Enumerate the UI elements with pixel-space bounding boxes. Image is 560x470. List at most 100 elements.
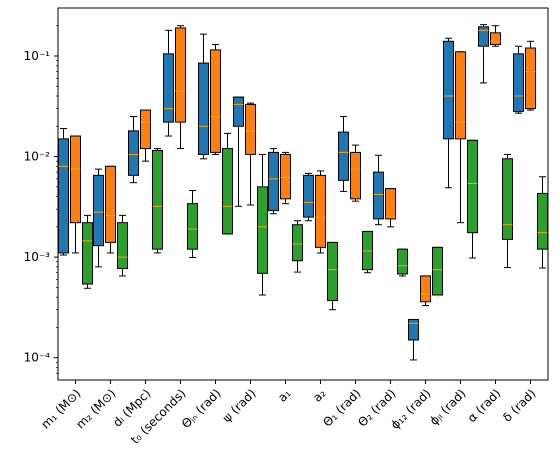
box-body (303, 174, 314, 218)
box-body (443, 40, 454, 140)
box-body (537, 192, 548, 250)
box-0-1 (93, 168, 104, 268)
x-tick-label: Θⱼₙ (rad) (179, 386, 224, 431)
y-tick-label: 10⁻³ (24, 250, 51, 264)
box-2-4 (222, 132, 233, 235)
box-body (117, 222, 128, 270)
box-2-2 (152, 148, 163, 254)
box-1-2 (140, 109, 151, 162)
box-body (280, 153, 291, 200)
box-1-9 (385, 188, 396, 228)
box-body (525, 47, 536, 110)
box-body (268, 151, 279, 212)
box-1-5 (245, 102, 256, 206)
box-0-11 (443, 37, 454, 189)
box-1-4 (210, 44, 221, 155)
box-body (58, 138, 69, 254)
x-tick-label: Θ₁ (rad) (320, 386, 363, 429)
box-body (187, 203, 198, 250)
x-tick-label: α (rad) (465, 386, 504, 425)
box-0-13 (513, 45, 524, 114)
box-2-7 (327, 241, 338, 311)
box-body (175, 27, 186, 123)
box-body (338, 131, 349, 181)
x-axis: m₁ (M⊙)m₂ (M⊙)dₗ (Mpc)t₀ (seconds)Θⱼₙ (r… (38, 380, 539, 447)
box-2-5 (257, 153, 268, 296)
y-tick-label: 10⁻⁴ (24, 351, 51, 365)
box-1-6 (280, 151, 291, 205)
x-tick-label: δ (rad) (500, 386, 538, 424)
box-body (420, 275, 431, 303)
plot-frame (57, 7, 549, 381)
box-body (385, 188, 396, 220)
box-1-8 (350, 144, 361, 202)
box-body (350, 151, 361, 200)
box-body (233, 96, 244, 127)
box-body (432, 246, 443, 296)
box-1-0 (70, 135, 81, 254)
box-2-8 (362, 230, 373, 274)
box-body (128, 130, 139, 176)
x-tick-label: ψ (rad) (220, 386, 259, 425)
box-body (478, 26, 489, 47)
box-0-9 (373, 154, 384, 226)
box-2-0 (82, 214, 93, 289)
box-1-1 (105, 165, 116, 254)
x-tick-label: a₂ (310, 386, 329, 405)
box-body (397, 248, 408, 275)
box-0-8 (338, 116, 349, 192)
y-tick-label: 10⁻¹ (24, 49, 51, 63)
box-body (467, 139, 478, 234)
box-body (292, 224, 303, 262)
box-body (257, 186, 268, 274)
box-body (408, 318, 419, 341)
box-body (163, 53, 174, 123)
box-body (455, 51, 466, 140)
box-2-9 (397, 248, 408, 277)
box-body (373, 171, 384, 220)
box-body (502, 158, 513, 240)
box-0-10 (408, 318, 419, 361)
x-tick-label: ϕⱼₗ (rad) (427, 386, 469, 428)
box-body (245, 103, 256, 155)
box-0-3 (163, 29, 174, 137)
box-body (93, 174, 104, 247)
box-1-13 (525, 40, 536, 111)
box-body (327, 241, 338, 302)
box-0-0 (58, 128, 69, 256)
box-body (315, 174, 326, 248)
box-body (222, 148, 233, 235)
box-0-6 (268, 148, 279, 215)
box-2-13 (537, 176, 548, 269)
box-0-2 (128, 116, 139, 184)
y-tick-label: 10⁻² (24, 150, 51, 164)
box-body (513, 53, 524, 113)
box-0-5 (233, 96, 244, 207)
box-body (490, 32, 501, 46)
box-2-1 (117, 214, 128, 277)
box-body (105, 165, 116, 243)
box-2-6 (292, 220, 303, 273)
box-body (82, 222, 93, 285)
box-0-12 (478, 24, 489, 84)
box-2-11 (467, 139, 478, 259)
plot-area (58, 24, 548, 361)
box-body (198, 62, 209, 155)
box-body (140, 109, 151, 150)
box-1-10 (420, 275, 431, 307)
box-2-3 (187, 189, 198, 259)
box-0-4 (198, 33, 209, 160)
box-body (210, 49, 221, 153)
box-1-11 (455, 51, 466, 224)
box-2-10 (432, 246, 443, 296)
y-axis: 10⁻⁴ 10⁻³ 10⁻² 10⁻¹ (24, 25, 58, 374)
box-body (70, 135, 81, 224)
box-1-7 (315, 170, 326, 254)
box-1-12 (490, 25, 501, 47)
box-2-12 (502, 153, 513, 268)
box-1-3 (175, 25, 186, 150)
box-0-7 (303, 172, 314, 222)
x-tick-label: a₁ (275, 386, 294, 405)
box-body (152, 149, 163, 250)
